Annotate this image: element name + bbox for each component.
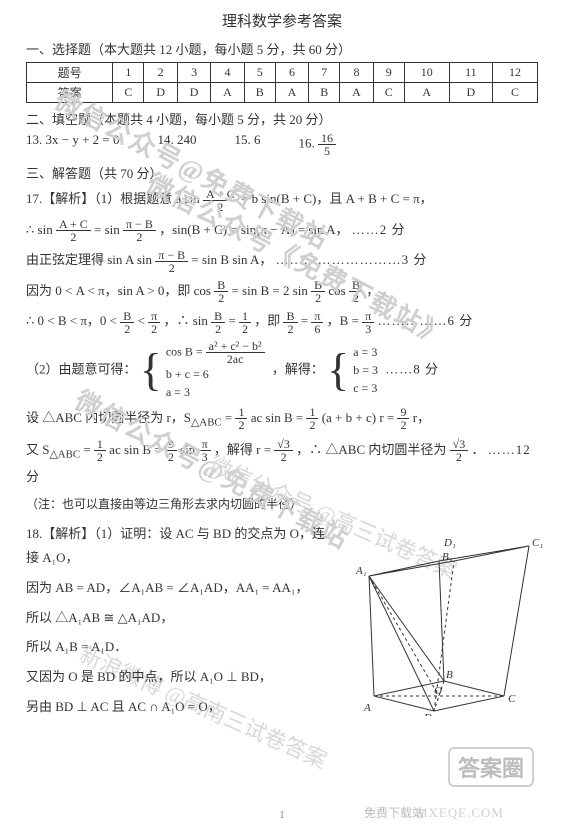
page-title: 理科数学参考答案 <box>26 10 538 31</box>
label-D1: D₁ <box>443 537 456 549</box>
fill-blank-row: 13. 3x − y + 2 = 0 14. 240 15. 6 16. 165 <box>26 132 538 157</box>
cell: D <box>177 83 210 103</box>
cell: 10 <box>404 63 449 83</box>
label-C: C <box>508 693 516 705</box>
score: ……………6 分 <box>377 313 473 328</box>
cell: 8 <box>340 63 373 83</box>
q17-line: ∴ sin A + C2 = sin π − B2 ，sin(B + C) = … <box>26 218 538 244</box>
q17-line: 又 S△ABC = 12 ac sin B = 92 sin π3 ，解得 r … <box>26 438 538 490</box>
q18-line: 所以 △A₁AB ≅ △A₁AD， <box>26 606 326 631</box>
cell: C <box>113 83 144 103</box>
answer-table: 题号 1 2 3 4 5 6 7 8 9 10 11 12 答案 C D D A… <box>26 62 538 103</box>
q18-line: 又因为 O 是 BD 的中点，所以 A₁O ⊥ BD， <box>26 665 326 690</box>
geometry-diagram: A B C D O A₁ B₁ C₁ D₁ <box>334 516 544 716</box>
q17-line: 因为 0 < A < π，sin A > 0，即 cos B2 = sin B … <box>26 279 538 305</box>
cell: 5 <box>244 63 275 83</box>
cell: 2 <box>144 63 177 83</box>
page-number: 1 <box>279 809 285 821</box>
cell: 11 <box>449 63 492 83</box>
score: ……2 分 <box>352 222 406 237</box>
cell: B <box>244 83 275 103</box>
table-row: 答案 C D D A B A B A C A D C <box>27 83 538 103</box>
cell: A <box>340 83 373 103</box>
table-row: 题号 1 2 3 4 5 6 7 8 9 10 11 12 <box>27 63 538 83</box>
footer-watermark: MXEQE.COM <box>416 805 504 821</box>
footer-watermark2: 免费下载站 <box>364 804 424 821</box>
cell: C <box>373 83 404 103</box>
q18-line: 因为 AB = AD，∠A₁AB = ∠A₁AD，AA₁ = AA₁， <box>26 576 326 601</box>
q17-line: （2）由题意可得： { cos B = a² + c² − b²2ac b + … <box>26 340 538 401</box>
cell: A <box>275 83 308 103</box>
cell: A <box>211 83 244 103</box>
cell: 4 <box>211 63 244 83</box>
q15: 15. 6 <box>235 132 261 157</box>
label-O: O <box>434 685 442 697</box>
q18-line: 另由 BD ⊥ AC 且 AC ∩ A₁O = O， <box>26 695 326 720</box>
row-label: 题号 <box>27 63 113 83</box>
badge-logo: 答案圈 <box>448 747 534 787</box>
cell: C <box>493 83 538 103</box>
cell: D <box>144 83 177 103</box>
label-B1: B₁ <box>442 551 453 563</box>
q17-line: 17.【解析】（1）根据题意 a sin A + C2 = b sin(B + … <box>26 187 538 213</box>
cell: 12 <box>493 63 538 83</box>
section1-heading: 一、选择题（本大题共 12 小题，每小题 5 分，共 60 分） <box>26 39 538 58</box>
label-A: A <box>363 702 371 714</box>
section2-heading: 二、填空题（本题共 4 小题，每小题 5 分，共 20 分） <box>26 109 538 128</box>
q18-line: 所以 A₁B = A₁D． <box>26 635 326 660</box>
label-B: B <box>446 669 453 681</box>
q14: 14. 240 <box>158 132 197 157</box>
q17-line: ∴ 0 < B < π，0 < B2 < π2 ，∴ sin B2 = 12 ，… <box>26 309 538 335</box>
cell: B <box>309 83 340 103</box>
row-label: 答案 <box>27 83 113 103</box>
label-A1: A₁ <box>355 565 367 577</box>
cell: 9 <box>373 63 404 83</box>
label-D: D <box>423 712 432 716</box>
q17-line: 由正弦定理得 sin A sin π − B2 = sin B sin A， …… <box>26 248 538 274</box>
cell: 1 <box>113 63 144 83</box>
label-C1: C₁ <box>532 537 543 549</box>
score: ………………………3 分 <box>276 252 428 267</box>
cell: 3 <box>177 63 210 83</box>
section3-heading: 三、解答题（共 70 分） <box>26 163 538 182</box>
q17-line: 设 △ABC 内切圆半径为 r，S△ABC = 12 ac sin B = 12… <box>26 406 538 433</box>
q13: 13. 3x − y + 2 = 0 <box>26 132 120 157</box>
q18-line: 18.【解析】（1）证明：设 AC 与 BD 的交点为 O，连接 A₁O， <box>26 522 326 571</box>
cell: A <box>404 83 449 103</box>
q16: 16. 165 <box>299 132 337 157</box>
cell: 7 <box>309 63 340 83</box>
cell: D <box>449 83 492 103</box>
q17-note: （注：也可以直接由等边三角形去求内切圆的半径） <box>26 495 538 512</box>
score: ……8 分 <box>385 361 439 376</box>
cell: 6 <box>275 63 308 83</box>
